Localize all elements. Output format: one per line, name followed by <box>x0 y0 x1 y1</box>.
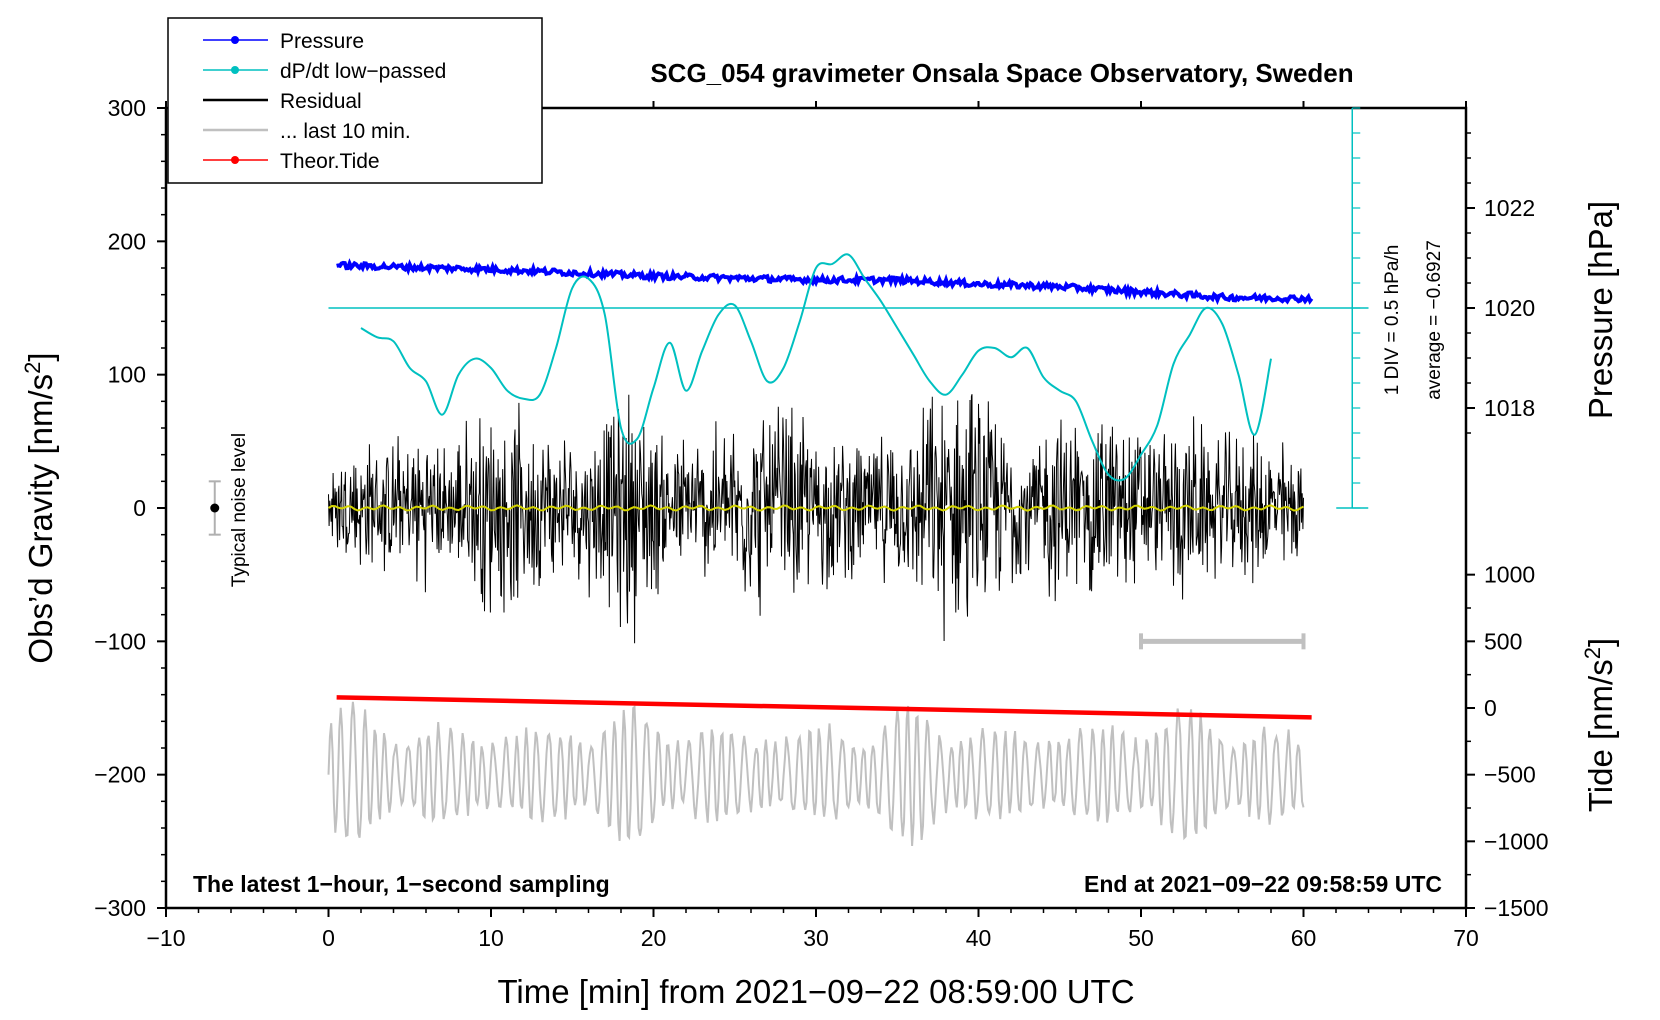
pressure-tick-label: 1022 <box>1484 195 1535 221</box>
y-tick-label: 0 <box>133 495 146 521</box>
svg-text:... last 10 min.: ... last 10 min. <box>280 120 411 143</box>
noise-level-point <box>210 503 220 513</box>
tide-tick-label: 1000 <box>1484 562 1535 588</box>
pressure-tick-label: 1020 <box>1484 295 1535 321</box>
x-tick-label: 50 <box>1128 925 1154 951</box>
last10-series-line <box>327 701 1305 847</box>
pressure-average-text: average = −0.6927 <box>1424 240 1445 400</box>
svg-text:Pressure: Pressure <box>280 30 364 53</box>
x-tick-label: 0 <box>322 925 335 951</box>
x-tick-label: −10 <box>146 925 185 951</box>
axes-layer: −10 0 10 20 30 40 50 60 703002001000−100−200−300… <box>94 95 1548 951</box>
y-tick-label: 100 <box>108 362 146 388</box>
note-sampling: The latest 1−hour, 1−second sampling <box>193 871 610 897</box>
legend-entry-dpdt: dP/dt low−passed <box>203 60 446 83</box>
legend-entry-tide: Theor.Tide <box>203 150 380 173</box>
tide-tick-label: 0 <box>1484 695 1497 721</box>
plot-data-layer <box>327 253 1369 847</box>
y-tick-label: −100 <box>94 628 146 654</box>
residual-smoothed-line <box>327 504 1304 512</box>
residual-series-line <box>328 394 1304 644</box>
y-tick-label: −300 <box>94 895 146 921</box>
x-tick-label: 40 <box>966 925 992 951</box>
pressure-tick-label: 1018 <box>1484 395 1535 421</box>
legend-entry-last10: ... last 10 min. <box>203 120 411 143</box>
x-tick-label: 70 <box>1453 925 1479 951</box>
legend-entry-pressure: Pressure <box>203 30 364 53</box>
pressure-scale-text: 1 DIV = 0.5 hPa/h <box>1382 245 1403 396</box>
overlay-layer <box>208 107 1369 650</box>
pressure-series-line <box>336 258 1314 306</box>
note-end-time: End at 2021−09−22 09:58:59 UTC <box>1084 871 1442 897</box>
tide-tick-label: −500 <box>1484 762 1536 788</box>
x-tick-label: 60 <box>1291 925 1317 951</box>
tide-series-line <box>336 695 1312 720</box>
noise-level-label: Typical noise level <box>229 433 250 587</box>
x-tick-label: 30 <box>803 925 829 951</box>
svg-text:dP/dt low−passed: dP/dt low−passed <box>280 60 446 83</box>
svg-text:Residual: Residual <box>280 90 362 113</box>
y-axis-title-gravity: Obs’d Gravity [nm/s2] <box>20 352 60 663</box>
x-tick-label: 10 <box>478 925 504 951</box>
svg-text:Theor.Tide: Theor.Tide <box>280 150 380 173</box>
chart-title: SCG_054 gravimeter Onsala Space Observat… <box>650 58 1353 88</box>
tide-tick-label: −1000 <box>1484 828 1549 854</box>
y-tick-label: −200 <box>94 762 146 788</box>
y-axis-title-tide: Tide [nm/s2] <box>1580 638 1620 812</box>
y-tick-label: 300 <box>108 95 146 121</box>
legend-entry-residual: Residual <box>203 90 362 113</box>
y-tick-label: 200 <box>108 228 146 254</box>
x-axis-title: Time [min] from 2021−09−22 08:59:00 UTC <box>497 973 1134 1010</box>
x-tick-label: 20 <box>641 925 667 951</box>
y-axis-title-pressure: Pressure [hPa] <box>1582 201 1619 419</box>
dpdt-series-line <box>360 253 1272 482</box>
tide-tick-label: −1500 <box>1484 895 1549 921</box>
legend: Pressure dP/dt low−passed Residual ... l… <box>167 17 543 184</box>
tide-tick-label: 500 <box>1484 628 1522 654</box>
